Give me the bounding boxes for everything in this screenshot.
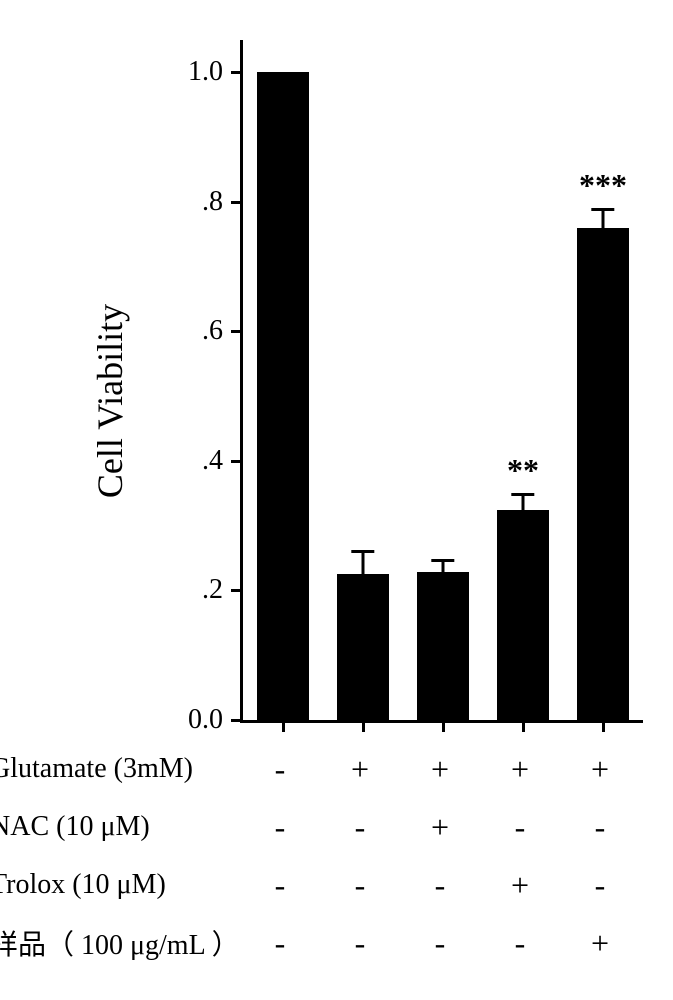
treatment-table: Glutamate (3mM)-++++NAC (10 μM)--+--Trol… [100, 740, 660, 972]
y-tick-label: 1.0 [163, 56, 223, 88]
treatment-label: 样品（ 100 μg/mL ） [0, 923, 250, 963]
error-bar [602, 210, 605, 228]
treatment-cell: - [355, 867, 366, 904]
treatment-cell: + [591, 751, 609, 788]
treatment-cell: - [275, 925, 286, 962]
treatment-label: NAC (10 μM) [0, 811, 250, 843]
treatment-row: Glutamate (3mM)-++++ [100, 740, 660, 798]
treatment-cell: - [275, 809, 286, 846]
bar [257, 72, 309, 720]
treatment-row: 样品（ 100 μg/mL ）----+ [100, 914, 660, 972]
treatment-cell: - [435, 867, 446, 904]
error-cap [431, 559, 454, 562]
treatment-cell: - [595, 867, 606, 904]
treatment-cell: - [595, 809, 606, 846]
treatment-cell: - [435, 925, 446, 962]
bar [577, 228, 629, 720]
significance-label: *** [579, 167, 627, 204]
treatment-cell: - [355, 925, 366, 962]
x-tick [362, 720, 365, 732]
y-tick [231, 589, 243, 592]
y-tick-label: .2 [163, 574, 223, 606]
treatment-cell: + [511, 867, 529, 904]
x-tick [442, 720, 445, 732]
x-tick [282, 720, 285, 732]
y-axis-label: Cell Viability [89, 304, 131, 498]
treatment-cell: + [351, 751, 369, 788]
chart-container: Cell Viability 0.0.2.4.6.81.0***** Gluta… [100, 20, 660, 980]
error-bar [362, 552, 365, 575]
treatment-cell: + [511, 751, 529, 788]
treatment-cell: - [355, 809, 366, 846]
treatment-cell: - [515, 925, 526, 962]
treatment-cell: + [591, 925, 609, 962]
bar [497, 510, 549, 720]
significance-label: ** [507, 452, 539, 489]
error-cap [591, 208, 614, 211]
treatment-cell: - [275, 751, 286, 788]
y-tick-label: .8 [163, 186, 223, 218]
y-tick-label: .4 [163, 445, 223, 477]
treatment-cell: + [431, 751, 449, 788]
x-tick [602, 720, 605, 732]
error-cap [351, 550, 374, 553]
treatment-row: Trolox (10 μM)---+- [100, 856, 660, 914]
treatment-cell: - [275, 867, 286, 904]
y-tick [231, 201, 243, 204]
x-tick [522, 720, 525, 732]
y-tick [231, 719, 243, 722]
y-tick [231, 330, 243, 333]
error-cap [511, 493, 534, 496]
y-tick-label: .6 [163, 315, 223, 347]
bar [337, 574, 389, 720]
treatment-cell: - [515, 809, 526, 846]
y-tick [231, 71, 243, 74]
treatment-cell: + [431, 809, 449, 846]
treatment-label: Trolox (10 μM) [0, 869, 250, 901]
y-tick [231, 460, 243, 463]
y-tick-label: 0.0 [163, 704, 223, 736]
treatment-row: NAC (10 μM)--+-- [100, 798, 660, 856]
error-bar [442, 561, 445, 573]
treatment-label: Glutamate (3mM) [0, 753, 250, 785]
bar [417, 572, 469, 720]
plot-area: 0.0.2.4.6.81.0***** [240, 40, 643, 723]
error-bar [522, 495, 525, 509]
